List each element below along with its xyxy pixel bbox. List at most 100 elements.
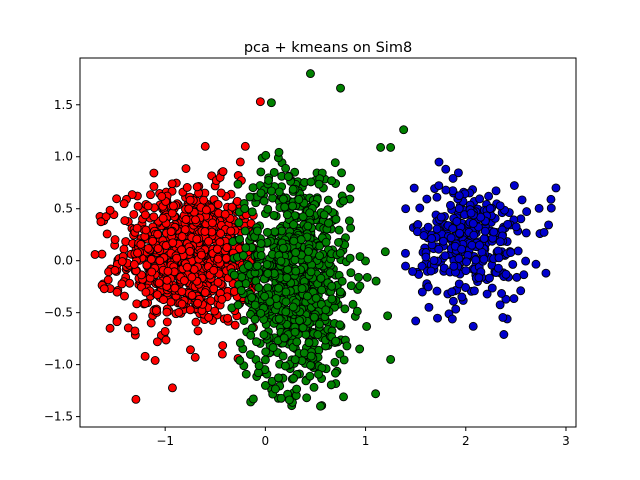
scatter-point-cluster-2 bbox=[376, 142, 386, 152]
scatter-point-cluster-1 bbox=[131, 394, 141, 404]
scatter-point-cluster-1 bbox=[102, 229, 112, 239]
scatter-point-cluster-2 bbox=[269, 210, 279, 220]
scatter-point-cluster-2 bbox=[337, 168, 346, 178]
scatter-point-cluster-2 bbox=[324, 218, 333, 228]
scatter-point-cluster-2 bbox=[345, 253, 355, 263]
scatter-point-cluster-3 bbox=[446, 233, 456, 243]
scatter-point-cluster-2 bbox=[256, 251, 266, 260]
scatter-point-cluster-2 bbox=[355, 252, 365, 262]
x-tick-label: 1 bbox=[362, 434, 370, 448]
scatter-point-cluster-1 bbox=[181, 164, 191, 173]
scatter-point-cluster-2 bbox=[316, 273, 326, 283]
scatter-point-cluster-2 bbox=[355, 344, 365, 354]
scatter-point-cluster-2 bbox=[256, 308, 266, 318]
scatter-point-cluster-1 bbox=[193, 326, 203, 336]
scatter-point-cluster-3 bbox=[475, 194, 485, 204]
scatter-point-cluster-1 bbox=[119, 244, 129, 254]
scatter-point-cluster-3 bbox=[457, 292, 467, 302]
scatter-point-cluster-3 bbox=[531, 259, 541, 269]
scatter-point-cluster-3 bbox=[424, 302, 434, 312]
scatter-point-cluster-1 bbox=[153, 229, 163, 239]
scatter-point-cluster-3 bbox=[432, 224, 442, 234]
scatter-point-cluster-1 bbox=[187, 290, 197, 300]
scatter-point-cluster-2 bbox=[274, 187, 284, 197]
scatter-point-cluster-1 bbox=[112, 287, 122, 297]
scatter-point-cluster-1 bbox=[167, 179, 177, 189]
scatter-point-cluster-1 bbox=[200, 141, 210, 151]
scatter-point-cluster-3 bbox=[534, 203, 544, 213]
scatter-point-cluster-3 bbox=[485, 204, 495, 214]
scatter-point-cluster-3 bbox=[513, 246, 523, 256]
scatter-point-cluster-1 bbox=[185, 246, 195, 256]
scatter-point-cluster-2 bbox=[245, 192, 255, 202]
scatter-point-cluster-1 bbox=[160, 326, 170, 336]
scatter-point-cluster-2 bbox=[259, 330, 269, 340]
scatter-point-cluster-2 bbox=[339, 392, 348, 402]
scatter-point-cluster-1 bbox=[117, 257, 127, 266]
scatter-point-cluster-2 bbox=[263, 269, 273, 278]
scatter-point-cluster-2 bbox=[294, 195, 304, 204]
scatter-point-cluster-1 bbox=[140, 351, 150, 361]
scatter-point-cluster-2 bbox=[354, 272, 363, 282]
scatter-point-cluster-2 bbox=[291, 248, 301, 257]
scatter-point-cluster-3 bbox=[475, 240, 484, 250]
scatter-point-cluster-3 bbox=[506, 248, 516, 257]
scatter-point-cluster-2 bbox=[259, 196, 269, 206]
scatter-point-cluster-3 bbox=[546, 194, 556, 204]
scatter-point-cluster-2 bbox=[234, 218, 244, 228]
scatter-point-cluster-1 bbox=[96, 217, 106, 227]
scatter-point-cluster-2 bbox=[306, 69, 315, 79]
scatter-point-cluster-2 bbox=[261, 347, 271, 357]
scatter-point-cluster-1 bbox=[159, 295, 168, 305]
scatter-point-cluster-2 bbox=[256, 188, 266, 198]
scatter-point-cluster-3 bbox=[455, 228, 465, 238]
scatter-point-cluster-3 bbox=[461, 283, 470, 292]
scatter-point-cluster-1 bbox=[140, 299, 150, 308]
y-tick-label: 1.5 bbox=[54, 98, 73, 112]
scatter-point-cluster-3 bbox=[441, 185, 451, 195]
scatter-point-cluster-2 bbox=[371, 276, 381, 286]
scatter-point-cluster-3 bbox=[401, 261, 410, 271]
scatter-point-cluster-1 bbox=[90, 249, 100, 259]
scatter-point-cluster-2 bbox=[281, 287, 291, 297]
scatter-point-cluster-2 bbox=[289, 236, 299, 246]
scatter-point-cluster-1 bbox=[186, 345, 195, 355]
scatter-point-cluster-1 bbox=[213, 254, 223, 264]
scatter-point-cluster-2 bbox=[334, 225, 344, 235]
scatter-point-cluster-2 bbox=[309, 312, 319, 322]
scatter-point-cluster-2 bbox=[352, 306, 362, 316]
scatter-point-cluster-2 bbox=[284, 395, 294, 405]
scatter-point-cluster-2 bbox=[260, 291, 270, 301]
scatter-point-cluster-2 bbox=[280, 202, 290, 212]
scatter-point-cluster-2 bbox=[309, 382, 319, 392]
scatter-point-cluster-2 bbox=[302, 291, 312, 301]
scatter-point-cluster-1 bbox=[141, 287, 151, 297]
scatter-point-cluster-1 bbox=[172, 253, 182, 263]
scatter-point-cluster-3 bbox=[446, 200, 455, 210]
scatter-point-cluster-1 bbox=[133, 248, 142, 258]
scatter-point-cluster-1 bbox=[162, 317, 172, 327]
scatter-point-cluster-2 bbox=[340, 304, 350, 314]
scatter-point-cluster-1 bbox=[207, 218, 217, 228]
scatter-point-cluster-1 bbox=[255, 97, 265, 107]
scatter-point-cluster-1 bbox=[235, 157, 245, 167]
scatter-point-cluster-1 bbox=[196, 250, 206, 260]
scatter-point-cluster-1 bbox=[163, 266, 173, 276]
scatter-point-cluster-1 bbox=[150, 356, 160, 365]
scatter-point-cluster-2 bbox=[362, 272, 372, 282]
scatter-point-cluster-2 bbox=[335, 287, 345, 297]
scatter-point-cluster-2 bbox=[288, 302, 298, 312]
scatter-point-cluster-3 bbox=[417, 261, 427, 271]
scatter-point-cluster-2 bbox=[241, 243, 251, 253]
scatter-point-cluster-3 bbox=[421, 252, 431, 262]
scatter-point-cluster-2 bbox=[239, 316, 249, 325]
scatter-point-cluster-2 bbox=[282, 273, 292, 283]
scatter-point-cluster-3 bbox=[508, 259, 518, 269]
scatter-point-cluster-3 bbox=[519, 270, 529, 280]
scatter-point-cluster-1 bbox=[204, 312, 214, 322]
scatter-point-cluster-2 bbox=[330, 158, 340, 168]
scatter-point-cluster-3 bbox=[493, 263, 503, 273]
scatter-point-cluster-2 bbox=[317, 285, 327, 295]
scatter-point-cluster-2 bbox=[319, 210, 329, 220]
scatter-point-cluster-1 bbox=[143, 243, 153, 253]
